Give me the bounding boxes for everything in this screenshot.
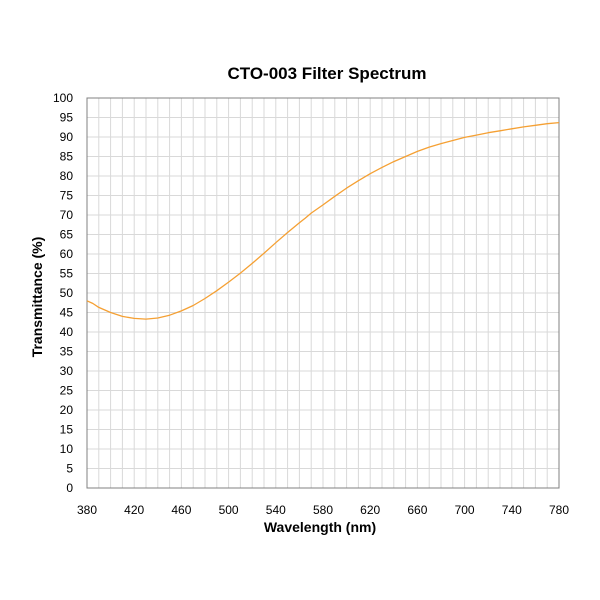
y-tick-label: 90	[60, 130, 74, 144]
y-tick-label: 55	[60, 267, 74, 281]
series-line	[86, 121, 560, 320]
x-tick-label: 780	[549, 503, 569, 517]
y-axis-ticks: 0 5 10 15 20 25 30 35 40 45 50 55 60 65 70 75 80 85 90 95 10…	[53, 91, 73, 495]
x-tick-label: 420	[124, 503, 144, 517]
x-tick-label: 660	[407, 503, 427, 517]
series-layer	[86, 121, 560, 320]
y-tick-label: 80	[60, 169, 74, 183]
y-tick-label: 45	[60, 306, 74, 320]
y-tick-label: 0	[66, 481, 73, 495]
y-tick-label: 70	[60, 208, 74, 222]
y-tick-label: 25	[60, 384, 74, 398]
y-tick-label: 30	[60, 364, 74, 378]
x-tick-label: 540	[266, 503, 286, 517]
x-axis-ticks: 380 420 460 500 540 580 620 660 700 740 780	[77, 503, 569, 517]
y-tick-label: 15	[60, 423, 74, 437]
y-tick-label: 100	[53, 91, 73, 105]
x-tick-label: 620	[360, 503, 380, 517]
y-tick-label: 75	[60, 189, 74, 203]
y-tick-label: 5	[66, 462, 73, 476]
y-tick-label: 85	[60, 150, 74, 164]
grid	[87, 98, 559, 488]
x-tick-label: 740	[502, 503, 522, 517]
y-tick-label: 40	[60, 325, 74, 339]
x-tick-label: 380	[77, 503, 97, 517]
y-tick-label: 20	[60, 403, 74, 417]
x-tick-label: 500	[219, 503, 239, 517]
y-tick-label: 10	[60, 442, 74, 456]
x-tick-label: 700	[455, 503, 475, 517]
chart-title: CTO-003 Filter Spectrum	[227, 64, 426, 83]
y-tick-label: 50	[60, 286, 74, 300]
x-tick-label: 580	[313, 503, 333, 517]
y-tick-label: 65	[60, 228, 74, 242]
x-tick-label: 460	[171, 503, 191, 517]
y-tick-label: 60	[60, 247, 74, 261]
x-axis-label: Wavelength (nm)	[264, 519, 376, 535]
y-axis-label: Transmittance (%)	[29, 237, 45, 358]
y-tick-label: 35	[60, 345, 74, 359]
y-tick-label: 95	[60, 111, 74, 125]
plot-area-border	[86, 97, 560, 489]
